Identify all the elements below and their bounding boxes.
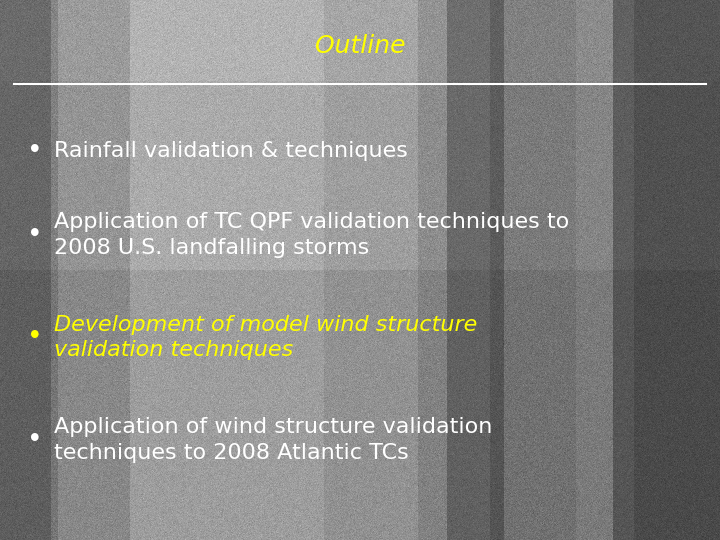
Text: •: •: [27, 222, 42, 248]
Text: •: •: [27, 325, 42, 350]
Text: Rainfall validation & techniques: Rainfall validation & techniques: [54, 141, 408, 161]
Text: •: •: [27, 427, 42, 453]
Text: Application of TC QPF validation techniques to
2008 U.S. landfalling storms: Application of TC QPF validation techniq…: [54, 212, 570, 258]
Text: •: •: [27, 138, 42, 164]
Text: Outline: Outline: [315, 34, 405, 58]
Text: Development of model wind structure
validation techniques: Development of model wind structure vali…: [54, 315, 477, 360]
Text: Application of wind structure validation
techniques to 2008 Atlantic TCs: Application of wind structure validation…: [54, 417, 492, 463]
